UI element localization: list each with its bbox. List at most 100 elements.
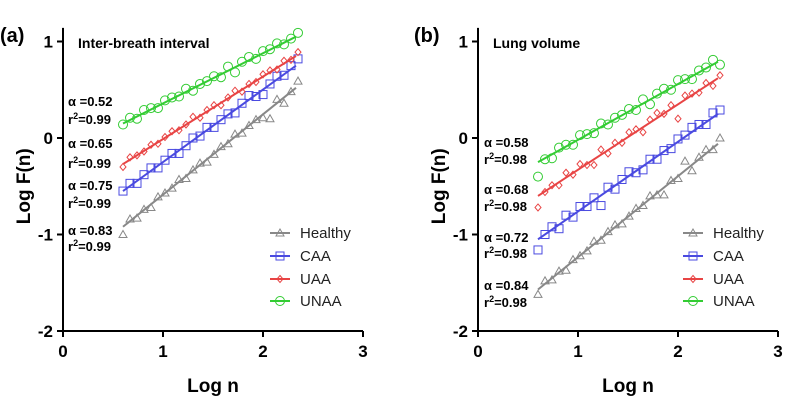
fit-line — [537, 77, 719, 197]
data-point — [715, 132, 725, 142]
fit-line — [537, 143, 719, 291]
r2-annotation: r2=0.99 — [68, 238, 111, 254]
legend-item-uaa: UAA — [683, 271, 744, 288]
alpha-annotation: α =0.83 — [68, 223, 113, 238]
data-point — [195, 131, 205, 141]
legend-marker — [276, 274, 284, 284]
r2-annotation: r2=0.99 — [68, 155, 111, 171]
data-point — [639, 127, 647, 137]
data-point — [582, 202, 592, 212]
y-tick-label: -2 — [38, 322, 53, 341]
data-point — [293, 76, 303, 85]
panel-label: (b) — [414, 25, 440, 47]
data-point — [265, 113, 275, 123]
x-axis-label: Log n — [602, 376, 654, 397]
r2-value: =0.99 — [78, 112, 111, 127]
data-point — [715, 59, 725, 70]
legend-item-unaa: UNAA — [683, 293, 755, 310]
data-point — [533, 245, 543, 255]
data-point — [716, 71, 724, 80]
alpha-annotation: α =0.84 — [484, 278, 529, 293]
data-point — [575, 250, 585, 260]
legend-label: CAA — [713, 248, 744, 265]
data-point — [286, 33, 296, 44]
series-uaa — [119, 47, 302, 172]
x-tick-label: 3 — [773, 342, 782, 361]
r2-r: r — [68, 112, 73, 127]
r2-superscript: 2 — [489, 294, 494, 304]
data-point — [533, 171, 543, 182]
data-point — [709, 81, 717, 91]
r2-annotation: r2=0.98 — [484, 294, 527, 310]
fit-line — [122, 87, 297, 228]
y-tick-label: -1 — [38, 226, 53, 245]
r2-r: r — [68, 156, 73, 171]
data-point — [118, 186, 128, 196]
data-point — [687, 165, 697, 175]
data-point — [701, 62, 711, 73]
r2-value: =0.99 — [78, 156, 111, 171]
legend-marker — [688, 296, 698, 306]
legend-item-unaa: UNAA — [270, 293, 342, 310]
chart-title: Inter-breath interval — [78, 35, 209, 51]
data-point — [245, 79, 253, 89]
y-tick-label: 0 — [459, 129, 468, 148]
data-point — [674, 114, 682, 123]
data-point — [216, 115, 226, 125]
data-point — [293, 27, 303, 38]
data-point — [237, 98, 247, 108]
panel-label: (a) — [0, 25, 24, 47]
legend-label: UNAA — [300, 293, 342, 310]
data-point — [119, 162, 127, 172]
r2-r: r — [68, 196, 73, 211]
data-point — [259, 70, 267, 79]
data-point — [167, 183, 177, 192]
data-point — [582, 129, 592, 140]
r2-annotation: r2=0.98 — [484, 151, 527, 167]
legend-item-uaa: UAA — [270, 271, 331, 288]
r2-annotation: r2=0.99 — [68, 111, 111, 127]
r2-annotation: r2=0.99 — [68, 195, 111, 211]
legend-item-healthy: Healthy — [270, 225, 351, 242]
alpha-annotation: α =0.75 — [68, 178, 113, 193]
r2-superscript: 2 — [73, 111, 78, 121]
series-caa — [533, 105, 725, 255]
data-point — [147, 140, 155, 150]
r2-value: =0.99 — [78, 196, 111, 211]
data-point — [596, 201, 606, 211]
alpha-annotation: α =0.58 — [484, 135, 529, 150]
data-point — [279, 98, 289, 107]
r2-superscript: 2 — [489, 198, 494, 208]
panel-a: -2 -1 0 1 0 1 2 3 Log n Log F(n) (a) Inter-breath i… — [0, 25, 368, 397]
y-tick-label: 1 — [44, 33, 53, 52]
x-tick-label: 1 — [158, 342, 167, 361]
series-healthy — [533, 132, 725, 298]
data-point — [617, 109, 627, 120]
data-point — [659, 146, 669, 156]
data-point — [534, 203, 542, 212]
legend-item-caa: CAA — [683, 248, 744, 265]
series-unaa — [533, 54, 725, 182]
r2-value: =0.98 — [494, 295, 527, 310]
r2-r: r — [484, 295, 489, 310]
y-tick-label: 0 — [44, 129, 53, 148]
r2-superscript: 2 — [489, 245, 494, 255]
chart-title: Lung volume — [493, 35, 580, 51]
alpha-annotation: α =0.68 — [484, 182, 529, 197]
data-point — [181, 141, 191, 151]
data-point — [202, 76, 212, 87]
alpha-annotation: α =0.52 — [68, 94, 113, 109]
y-tick-label: -2 — [453, 322, 468, 341]
y-axis-label: Log F(n) — [14, 148, 35, 224]
alpha-annotation: α =0.65 — [68, 136, 113, 151]
data-point — [624, 211, 634, 220]
fit-line — [122, 55, 297, 165]
data-point — [583, 160, 591, 170]
legend-label: CAA — [300, 248, 331, 265]
data-point — [195, 78, 205, 89]
r2-superscript: 2 — [73, 155, 78, 165]
r2-value: =0.99 — [78, 239, 111, 254]
legend-marker — [688, 227, 698, 237]
data-point — [562, 168, 570, 178]
